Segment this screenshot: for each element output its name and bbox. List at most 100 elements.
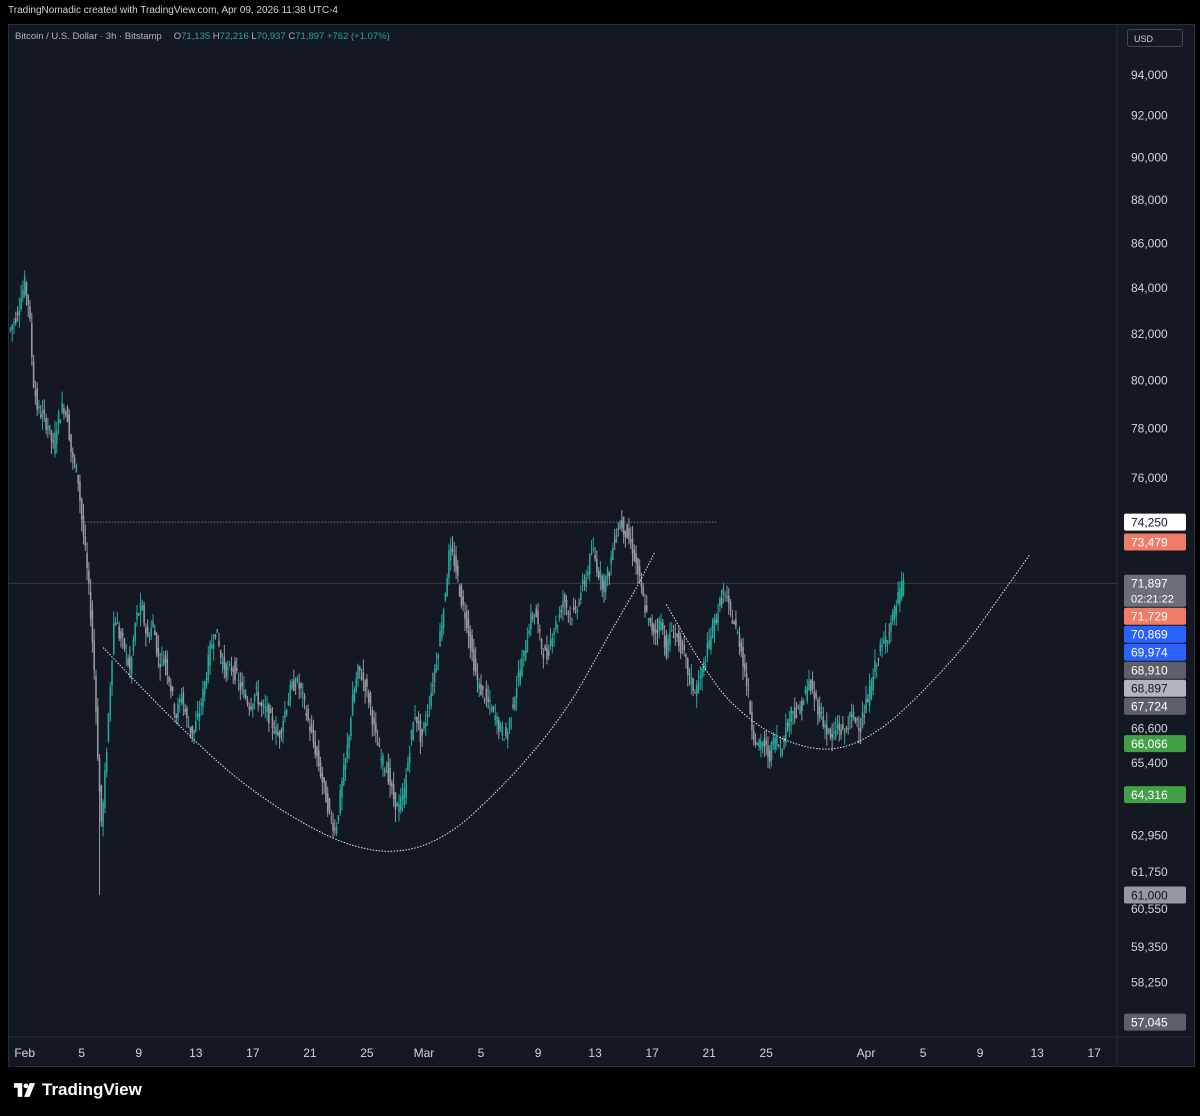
candle-body	[369, 692, 372, 706]
candle-body	[770, 741, 773, 760]
candle-body	[763, 738, 766, 747]
y-tick-label: 90,000	[1131, 150, 1168, 164]
countdown-label-text: 02:21:22	[1131, 594, 1174, 606]
candle-body	[358, 666, 361, 671]
x-tick-label: 5	[478, 1046, 485, 1060]
candle-body	[360, 677, 363, 680]
candle-body	[751, 712, 753, 731]
candle-body	[191, 725, 194, 736]
candle-body	[754, 740, 757, 745]
candle-body	[419, 720, 422, 743]
tradingview-logo[interactable]: TradingView	[14, 1080, 142, 1100]
candle-body	[433, 669, 436, 683]
candle-body	[886, 640, 889, 643]
candle-body	[323, 777, 325, 783]
candle-body	[401, 795, 404, 799]
candle-body	[287, 700, 290, 706]
candle-body	[458, 586, 461, 597]
candle-body	[38, 406, 40, 408]
candle-body	[760, 740, 762, 750]
candle-body	[690, 676, 693, 684]
candle-body	[606, 568, 609, 579]
candle-body	[439, 630, 441, 647]
candle-body	[309, 726, 311, 732]
candle-body	[357, 664, 359, 679]
candle-body	[804, 689, 807, 694]
candle-body	[166, 659, 169, 675]
candle-body	[649, 617, 652, 623]
candle-body	[202, 688, 204, 707]
candle-body	[121, 633, 124, 637]
candle-body	[72, 451, 74, 458]
candle-body	[129, 656, 131, 669]
y-tick-label: 60,550	[1131, 902, 1168, 916]
price-label-text: 71,729	[1131, 610, 1168, 624]
candle-body	[701, 667, 703, 679]
candle-body	[674, 633, 677, 635]
price-label-text: 70,869	[1131, 628, 1168, 642]
candle-body	[34, 389, 37, 397]
candle-body	[644, 605, 646, 613]
candle-body	[162, 659, 165, 666]
candle-body	[633, 549, 636, 561]
candle-body	[565, 600, 568, 608]
chart-frame[interactable]: 94,000 92,000 90,000 88,000 86,000 84,000 82,0…	[8, 24, 1195, 1067]
candle-body	[891, 611, 894, 621]
candle-body	[733, 621, 735, 625]
candle-body	[683, 644, 686, 651]
candle-body	[389, 768, 391, 786]
candle-body	[435, 664, 438, 670]
price-label-text: 66,066	[1131, 737, 1168, 751]
candle-body	[806, 687, 809, 702]
candle-body	[96, 707, 99, 759]
price-label-box	[1124, 661, 1186, 679]
candle-body	[629, 539, 632, 543]
candle-body	[581, 579, 584, 584]
y-tick-label: 62,950	[1131, 828, 1168, 842]
candle-body	[334, 828, 336, 830]
candle-body	[843, 729, 846, 735]
candle-body	[576, 610, 579, 613]
candle-body	[833, 732, 835, 734]
candle-body	[294, 685, 297, 687]
x-tick-label: 17	[1088, 1046, 1102, 1060]
candle-body	[686, 658, 689, 675]
candle-body	[840, 729, 842, 735]
candle-body	[39, 414, 42, 418]
candle-body	[187, 726, 190, 728]
candle-body	[868, 685, 871, 706]
candle-body	[98, 758, 101, 792]
x-tick-label: Mar	[414, 1046, 435, 1060]
candle-body	[499, 724, 502, 729]
x-tick-label: 17	[645, 1046, 659, 1060]
candle-body	[399, 797, 402, 811]
candle-body	[383, 769, 386, 771]
currency-button[interactable]: USD	[1127, 29, 1183, 47]
candle-body	[25, 282, 28, 296]
price-label-box	[1124, 735, 1186, 753]
candle-body	[82, 515, 85, 536]
candle-body	[451, 548, 454, 552]
candle-body	[236, 667, 238, 671]
candle-body	[768, 750, 771, 762]
candle-body	[285, 710, 288, 715]
candle-body	[824, 723, 826, 728]
candle-body	[355, 678, 358, 691]
candle-body	[653, 624, 655, 634]
price-label-text: 64,316	[1131, 788, 1168, 802]
candle-body	[537, 611, 539, 625]
candle-body	[77, 474, 79, 484]
candle-body	[621, 520, 623, 528]
candle-body	[697, 682, 700, 694]
candle-body	[503, 739, 505, 741]
candle-body	[448, 550, 450, 578]
candle-body	[241, 681, 243, 687]
candle-body	[180, 698, 183, 703]
candle-body	[423, 723, 425, 729]
x-tick-label: 5	[78, 1046, 85, 1060]
candle-body	[560, 609, 563, 613]
price-chart[interactable]: 94,000 92,000 90,000 88,000 86,000 84,000 82,0…	[9, 25, 1194, 1066]
candle-body	[86, 552, 88, 569]
candle-body	[291, 681, 293, 689]
candle-body	[608, 572, 611, 576]
